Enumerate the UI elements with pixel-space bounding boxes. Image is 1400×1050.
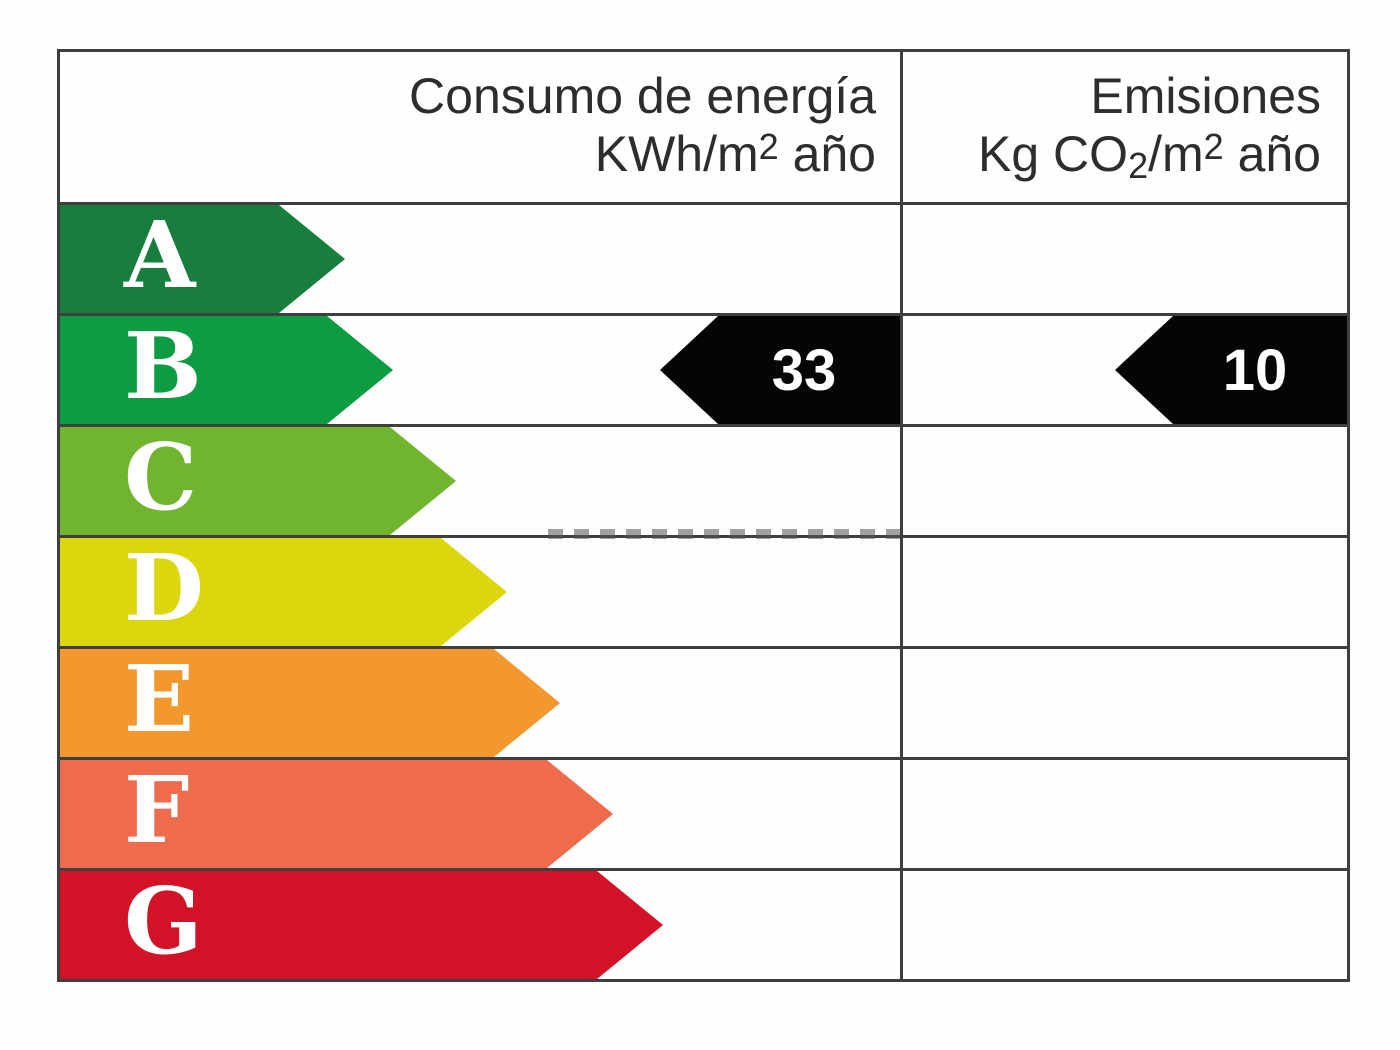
- emissions-cell-g: [900, 871, 1347, 979]
- grade-letter-a: A: [124, 201, 196, 309]
- rating-row-f: F: [60, 757, 1347, 868]
- consumption-title-line1: Consumo de energía: [409, 67, 876, 124]
- header-row: Consumo de energía KWh/m2 año Emisiones …: [60, 52, 1347, 202]
- rating-row-c: C: [60, 424, 1347, 535]
- grade-letter-c: C: [124, 423, 198, 531]
- emissions-cell-a: [900, 205, 1347, 313]
- grade-letter-f: F: [124, 756, 190, 864]
- emissions-value: 10: [1222, 337, 1288, 403]
- rating-cell-g: G: [60, 871, 900, 979]
- consumption-indicator-arrow: 33: [660, 316, 900, 424]
- consumption-header: Consumo de energía KWh/m2 año: [60, 52, 900, 202]
- consumption-value: 33: [771, 337, 837, 403]
- emissions-header: Emisiones Kg CO2/m2 año: [903, 52, 1347, 202]
- rating-cell-a: A: [60, 205, 900, 313]
- rating-row-e: E: [60, 646, 1347, 757]
- certificate-table: Consumo de energía KWh/m2 año Emisiones …: [57, 49, 1350, 982]
- rating-row-g: G: [60, 868, 1347, 979]
- rating-arrow-c: C: [60, 427, 456, 535]
- rating-cell-f: F: [60, 760, 900, 868]
- grade-letter-d: D: [124, 534, 204, 642]
- header-cell-emissions: Emisiones Kg CO2/m2 año: [900, 52, 1347, 202]
- rating-row-a: A: [60, 202, 1347, 313]
- rating-arrow-a: A: [60, 205, 345, 313]
- rating-arrow-e: E: [60, 649, 560, 757]
- emissions-title-line2: Kg CO2/m2 año: [978, 125, 1321, 187]
- rating-row-b: B 33 10: [60, 313, 1347, 424]
- emissions-cell-d: [900, 538, 1347, 646]
- emissions-cell-f: [900, 760, 1347, 868]
- emissions-cell-b: 10: [900, 316, 1347, 424]
- grade-letter-e: E: [124, 645, 195, 753]
- emissions-cell-e: [900, 649, 1347, 757]
- emissions-cell-c: [900, 427, 1347, 535]
- rating-arrow-g: G: [60, 871, 663, 979]
- rating-cell-c: C: [60, 427, 900, 535]
- emissions-indicator-arrow: 10: [1115, 316, 1347, 424]
- rating-cell-d: D: [60, 538, 900, 646]
- grade-letter-b: B: [124, 312, 202, 420]
- rating-row-d: D: [60, 535, 1347, 646]
- rating-arrow-f: F: [60, 760, 613, 868]
- superscript-2: 2: [1203, 125, 1224, 167]
- rating-arrow-b: B: [60, 316, 393, 424]
- superscript-2: 2: [758, 125, 779, 167]
- emissions-title-line1: Emisiones: [1090, 67, 1321, 124]
- rating-cell-b: B 33: [60, 316, 900, 424]
- header-cell-consumption: Consumo de energía KWh/m2 año: [60, 52, 900, 202]
- grade-letter-g: G: [124, 867, 203, 975]
- rating-arrow-d: D: [60, 538, 507, 646]
- subscript-2: 2: [1128, 145, 1149, 187]
- rating-cell-e: E: [60, 649, 900, 757]
- consumption-title-line2: KWh/m2 año: [594, 125, 876, 182]
